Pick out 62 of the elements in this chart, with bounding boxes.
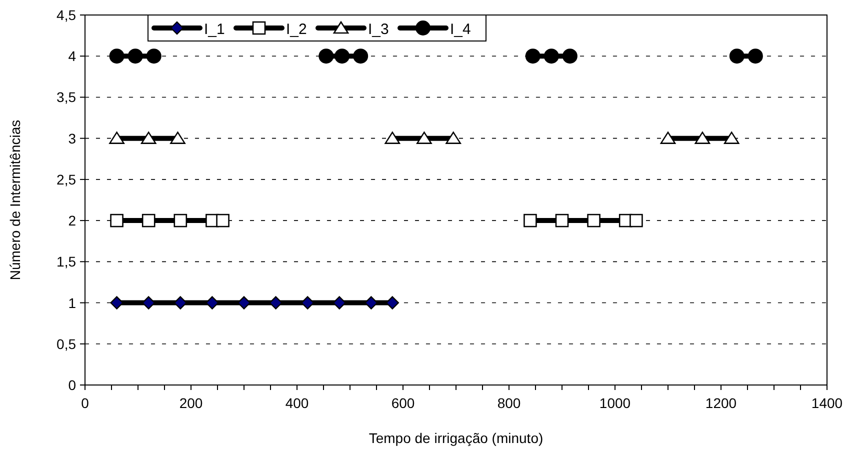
y-tick-label: 4 xyxy=(68,48,76,64)
point xyxy=(562,48,578,64)
point xyxy=(237,296,251,310)
point xyxy=(216,214,230,228)
point xyxy=(170,132,186,144)
x-tick-label: 1200 xyxy=(705,395,737,411)
y-tick-label: 1,5 xyxy=(56,254,76,270)
point xyxy=(446,132,461,144)
y-tick-label: 2,5 xyxy=(56,171,76,188)
point xyxy=(416,132,432,144)
point xyxy=(748,48,763,64)
point xyxy=(109,132,124,144)
legend-label: I_3 xyxy=(368,21,389,38)
point xyxy=(269,296,282,310)
y-tick-label: 1 xyxy=(68,294,76,311)
point xyxy=(353,48,368,64)
point xyxy=(110,214,124,228)
legend-label: I_4 xyxy=(450,21,471,38)
point xyxy=(206,296,219,310)
point xyxy=(724,132,740,144)
point xyxy=(525,48,540,64)
y-tick-label: 2 xyxy=(68,212,76,229)
x-tick-label: 1400 xyxy=(811,395,843,411)
point xyxy=(524,214,537,228)
point xyxy=(174,296,187,310)
point xyxy=(142,296,156,310)
point xyxy=(332,296,346,310)
point xyxy=(334,48,350,64)
x-tick-label: 1000 xyxy=(599,395,631,411)
point xyxy=(318,48,334,64)
point xyxy=(660,132,676,144)
legend-label: I_2 xyxy=(286,21,307,38)
x-tick-label: 400 xyxy=(285,395,309,411)
point xyxy=(555,214,569,228)
point xyxy=(386,296,399,310)
point xyxy=(109,48,124,64)
point xyxy=(729,48,744,64)
point xyxy=(301,296,314,310)
point xyxy=(110,296,124,310)
y-tick-label: 4,5 xyxy=(56,7,76,23)
x-tick-label: 800 xyxy=(497,395,521,411)
point xyxy=(694,132,710,144)
y-axis-title: Número de Intermitências xyxy=(7,120,23,280)
point xyxy=(140,132,156,144)
point xyxy=(630,214,643,228)
y-tick-label: 3,5 xyxy=(56,89,76,106)
x-tick-label: 600 xyxy=(391,395,415,411)
point xyxy=(128,48,143,64)
point xyxy=(364,296,378,310)
x-axis-title: Tempo de irrigação (minuto) xyxy=(368,430,544,446)
point xyxy=(384,132,400,144)
point xyxy=(544,48,559,64)
point xyxy=(174,214,188,228)
point xyxy=(587,214,600,228)
point xyxy=(146,48,162,64)
legend-label: I_1 xyxy=(204,21,225,38)
point xyxy=(142,214,156,228)
y-tick-label: 3 xyxy=(68,130,76,146)
x-tick-label: 200 xyxy=(179,395,203,411)
y-tick-label: 0 xyxy=(68,377,76,393)
x-tick-label: 0 xyxy=(81,395,90,411)
y-tick-label: 0,5 xyxy=(56,336,76,352)
